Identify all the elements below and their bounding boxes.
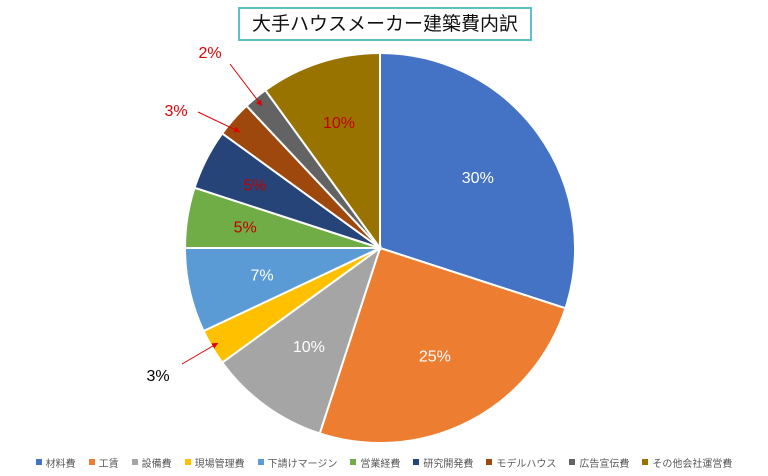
legend-label: 広告宣伝費 — [579, 458, 630, 470]
legend-swatch — [131, 459, 138, 465]
legend-item: 広告宣伝費 — [569, 454, 629, 470]
legend-label: 工賃 — [98, 458, 119, 470]
legend-swatch — [642, 459, 649, 465]
legend-item: 下請けマージン — [257, 454, 338, 470]
legend-label: 材料費 — [45, 458, 76, 470]
chart-title: 大手ハウスメーカー建築費内訳 — [238, 7, 532, 41]
slice-data-label: 5% — [243, 177, 266, 194]
legend-swatch — [257, 459, 264, 465]
slice-data-label: 7% — [250, 267, 273, 284]
legend-item: 現場管理費 — [184, 454, 245, 470]
label-leader-arrow — [229, 63, 263, 107]
legend-swatch — [413, 459, 420, 465]
legend-item: その他会社運営費 — [642, 454, 732, 470]
pie-slice — [220, 245, 382, 435]
legend-item: 工賃 — [88, 454, 119, 470]
legend-label: 研究開発費 — [423, 458, 474, 470]
legend-swatch — [88, 459, 95, 465]
slice-data-label: 30% — [462, 170, 494, 187]
legend-swatch — [486, 459, 493, 465]
legend-item: 材料費 — [35, 454, 76, 470]
legend-item: 営業経費 — [350, 454, 400, 470]
pie-slice — [263, 51, 381, 252]
legend-label: 設備費 — [141, 458, 172, 470]
legend-item: 設備費 — [131, 454, 172, 470]
legend-label: 下請けマージン — [267, 458, 338, 470]
slice-data-label: 25% — [419, 349, 451, 366]
label-leader-arrow — [181, 342, 219, 365]
label-leader-arrow — [197, 111, 241, 133]
slice-data-label: 10% — [293, 339, 325, 356]
legend-swatch — [350, 459, 357, 465]
slice-data-label: 2% — [198, 45, 221, 62]
legend-swatch — [35, 459, 42, 465]
slice-data-label: 3% — [146, 368, 169, 385]
pie-slice — [379, 51, 576, 310]
slice-data-label: 10% — [323, 115, 355, 132]
legend-label: その他会社運営費 — [652, 458, 733, 470]
legend-label: 現場管理費 — [194, 458, 245, 470]
chart-legend: 材料費 工賃 設備費 現場管理費 下請けマージン 営業経費 研究開発費 モデルハウス 広告宣伝費… — [0, 454, 768, 470]
pie-slice — [318, 246, 567, 444]
legend-label: モデルハウス — [496, 458, 557, 470]
legend-swatch — [569, 459, 576, 465]
legend-label: 営業経費 — [360, 458, 401, 470]
slice-data-label: 3% — [164, 103, 187, 120]
legend-swatch — [184, 459, 191, 465]
legend-item: 研究開発費 — [413, 454, 473, 470]
slice-data-label: 5% — [234, 220, 257, 237]
legend-item: モデルハウス — [486, 454, 556, 470]
